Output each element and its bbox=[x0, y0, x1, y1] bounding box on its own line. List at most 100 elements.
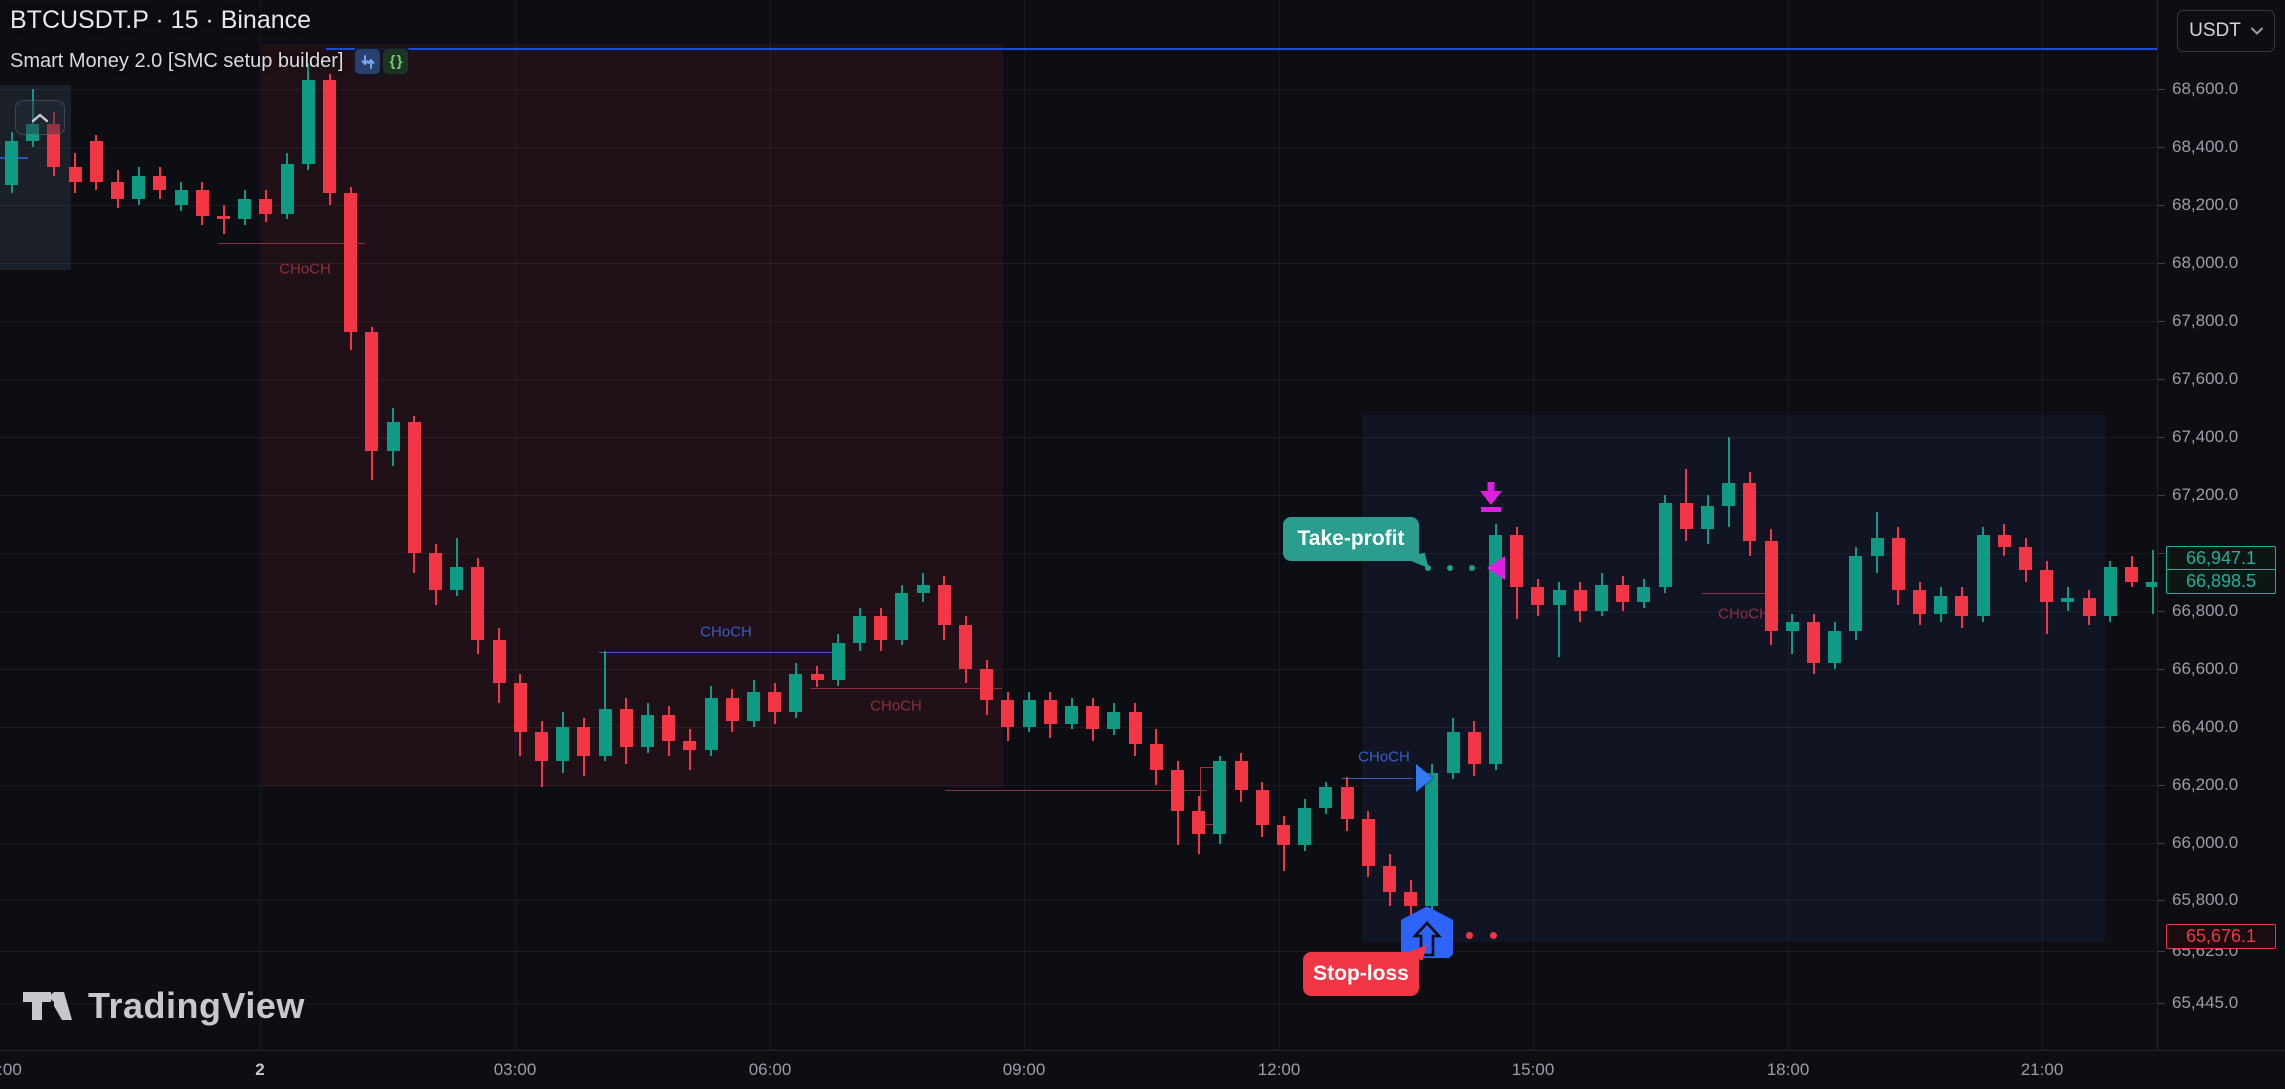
price-axis[interactable]: USDT 68,600.0 68,400.0 68,200.0 68,000.0 67,… bbox=[2157, 0, 2285, 1050]
currency-selector-button[interactable]: USDT bbox=[2177, 10, 2275, 52]
bearish-zone bbox=[262, 43, 1003, 787]
candle bbox=[492, 639, 506, 684]
choch-label: CHoCH bbox=[1358, 748, 1410, 766]
candle bbox=[1404, 891, 1418, 907]
candle bbox=[1976, 535, 1990, 617]
candle bbox=[471, 567, 485, 640]
candle bbox=[2061, 597, 2075, 602]
candle bbox=[2103, 567, 2117, 617]
candle-wick bbox=[604, 651, 607, 762]
take-profit-tooltip[interactable]: Take-profit bbox=[1283, 517, 1429, 574]
candle bbox=[5, 141, 18, 185]
candle bbox=[1616, 584, 1630, 602]
candle bbox=[301, 80, 315, 165]
price-tick-mark bbox=[2158, 726, 2165, 728]
h-gridline bbox=[0, 726, 2157, 728]
time-tick-label: :00 bbox=[0, 1060, 22, 1079]
v-gridline bbox=[1533, 0, 1534, 1050]
candle bbox=[280, 164, 294, 214]
candle bbox=[1192, 810, 1206, 834]
indicator-title[interactable]: Smart Money 2.0 [SMC setup builder] bbox=[10, 50, 344, 72]
candle bbox=[2125, 567, 2138, 582]
price-tick-mark bbox=[2158, 784, 2165, 786]
price-tick-mark bbox=[2158, 842, 2165, 844]
candle bbox=[1573, 590, 1587, 611]
candle bbox=[959, 625, 972, 669]
candle bbox=[916, 584, 930, 594]
candle bbox=[1743, 483, 1757, 542]
candle bbox=[407, 422, 421, 553]
chevron-down-icon bbox=[2250, 27, 2263, 35]
price-tick-label: 67,600.0 bbox=[2172, 368, 2239, 388]
candle bbox=[895, 593, 909, 640]
time-axis[interactable]: :00 2 03:00 06:00 09:00 12:00 15:00 18:00 21:00 bbox=[0, 1050, 2285, 1089]
price-tick-label: 67,400.0 bbox=[2172, 426, 2239, 446]
stop-loss-tooltip[interactable]: Stop-loss bbox=[1303, 939, 1427, 996]
candle bbox=[238, 199, 252, 220]
tradingview-logo[interactable]: TradingView bbox=[22, 985, 305, 1027]
price-tick-mark bbox=[2158, 951, 2165, 953]
candle bbox=[365, 332, 379, 452]
candle bbox=[598, 709, 612, 756]
price-tick-label: 68,600.0 bbox=[2172, 78, 2239, 98]
h-gridline bbox=[0, 146, 2157, 148]
v-gridline bbox=[1788, 0, 1789, 1050]
choch-line bbox=[1342, 777, 1413, 779]
candle bbox=[1043, 700, 1057, 724]
stop-loss-dotted-line bbox=[1466, 932, 1473, 940]
candle bbox=[1361, 819, 1375, 866]
time-tick-label: 03:00 bbox=[493, 1060, 537, 1079]
currency-label: USDT bbox=[2189, 20, 2241, 41]
price-tick-label: 68,200.0 bbox=[2172, 194, 2239, 214]
candle bbox=[874, 616, 888, 640]
price-tick-label: 67,200.0 bbox=[2172, 484, 2239, 504]
choch-label: CHoCH bbox=[870, 697, 922, 715]
v-gridline bbox=[1024, 0, 1025, 1050]
candle bbox=[513, 683, 527, 733]
candle bbox=[556, 726, 570, 762]
h-gridline bbox=[0, 900, 2157, 902]
candle-wick bbox=[222, 204, 225, 234]
candle bbox=[1870, 538, 1884, 556]
curly-braces-icon[interactable]: { } bbox=[383, 49, 409, 74]
candle bbox=[1595, 584, 1608, 611]
price-tick-mark bbox=[2158, 88, 2165, 90]
candle bbox=[1722, 483, 1736, 507]
chart-area[interactable]: CHoCH CHoCH CHoCH CHoCH CHoCH BTCUSDT.P · 15… bbox=[0, 0, 2157, 1050]
price-tick-mark bbox=[2158, 204, 2165, 206]
candle bbox=[1086, 706, 1100, 730]
candle bbox=[577, 726, 591, 756]
candle bbox=[1001, 700, 1015, 727]
h-gridline bbox=[0, 784, 2157, 786]
take-profit-triangle-icon bbox=[1487, 556, 1505, 580]
candle bbox=[1955, 596, 1969, 617]
h-gridline bbox=[0, 668, 2157, 670]
price-tick-label: 68,400.0 bbox=[2172, 136, 2239, 156]
candle bbox=[747, 691, 760, 721]
candle bbox=[1467, 732, 1481, 765]
price-tick-label: 66,600.0 bbox=[2172, 658, 2239, 678]
v-gridline bbox=[770, 0, 771, 1050]
candle bbox=[1425, 772, 1439, 907]
candle bbox=[1934, 596, 1948, 614]
candle bbox=[1828, 630, 1842, 663]
candle bbox=[1255, 790, 1269, 826]
h-gridline bbox=[0, 494, 2157, 496]
candle bbox=[831, 642, 845, 681]
collapse-pane-button[interactable] bbox=[15, 100, 65, 135]
candle bbox=[450, 567, 464, 591]
price-tick-label: 65,445.0 bbox=[2172, 993, 2239, 1013]
h-gridline bbox=[0, 1003, 2157, 1005]
entry-down-arrow-icon bbox=[1477, 481, 1505, 520]
candle bbox=[1531, 587, 1545, 605]
choch-line bbox=[945, 790, 1207, 792]
symbol-title[interactable]: BTCUSDT.P · 15 · Binance bbox=[10, 6, 312, 34]
candle-wick bbox=[2151, 549, 2154, 614]
candle bbox=[662, 714, 676, 742]
candle-wick bbox=[1558, 581, 1561, 657]
candle bbox=[1997, 535, 2011, 547]
chart-legend: BTCUSDT.P · 15 · Binance Smart Money 2.0… bbox=[10, 6, 411, 76]
arrows-up-down-icon[interactable] bbox=[355, 49, 381, 74]
candle bbox=[1298, 807, 1312, 846]
candle bbox=[1213, 761, 1227, 834]
